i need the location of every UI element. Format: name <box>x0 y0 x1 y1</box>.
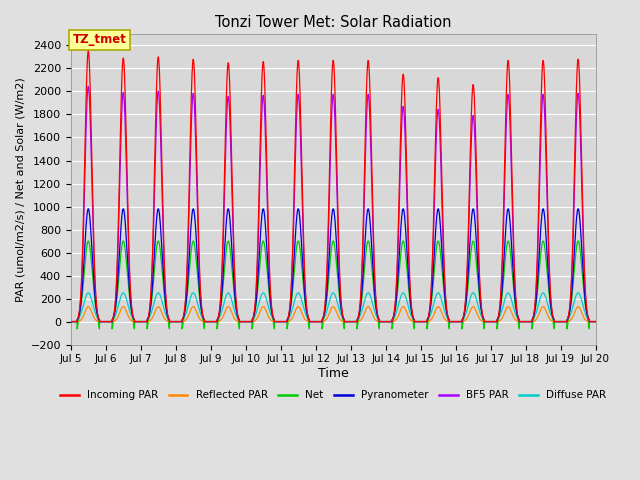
Legend: Incoming PAR, Reflected PAR, Net, Pyranometer, BF5 PAR, Diffuse PAR: Incoming PAR, Reflected PAR, Net, Pyrano… <box>56 386 611 405</box>
X-axis label: Time: Time <box>318 367 349 380</box>
Title: Tonzi Tower Met: Solar Radiation: Tonzi Tower Met: Solar Radiation <box>215 15 451 30</box>
Text: TZ_tmet: TZ_tmet <box>72 33 127 46</box>
Y-axis label: PAR (umol/m2/s) / Net and Solar (W/m2): PAR (umol/m2/s) / Net and Solar (W/m2) <box>15 77 25 301</box>
